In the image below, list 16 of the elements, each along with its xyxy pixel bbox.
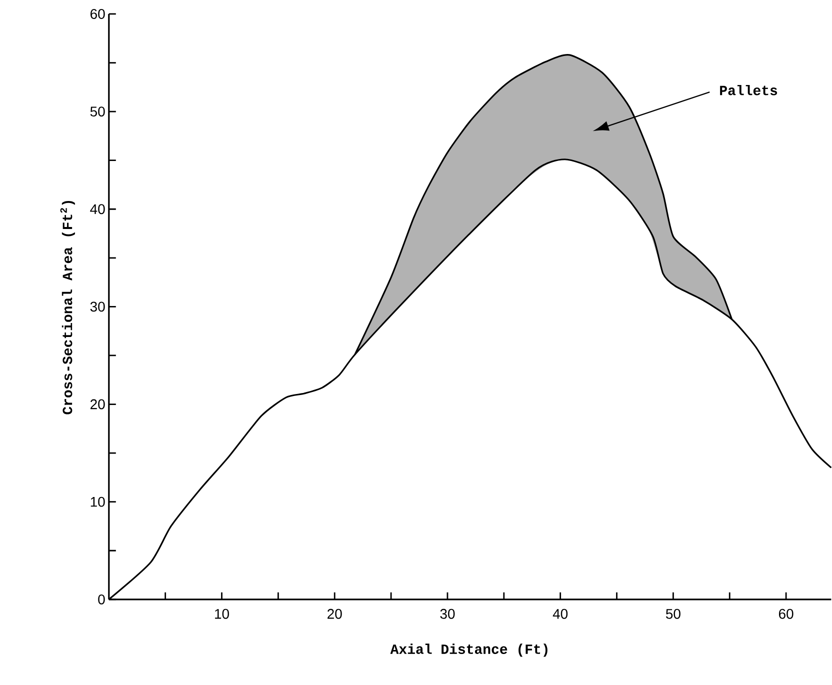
x-axis-title: Axial Distance (Ft): [390, 644, 548, 657]
y-tick-label: 20: [90, 399, 105, 410]
y-axis-title: Cross-Sectional Area (Ft$^{2}$): [60, 200, 75, 414]
y-tick-label: 30: [90, 302, 105, 312]
x-tick-label: 30: [440, 608, 455, 619]
x-tick-label: 20: [328, 608, 342, 619]
y-tick-label: 10: [90, 496, 105, 507]
annotation: Pallets: [720, 84, 778, 96]
y-tick-label: 50: [90, 106, 105, 116]
x-tick-label: 10: [215, 608, 229, 619]
y-tick-label: 0: [98, 594, 105, 604]
y-tick-label: 60: [90, 8, 105, 19]
x-tick-label: 60: [778, 608, 794, 619]
y-tick-label: 40: [90, 204, 105, 214]
x-tick-label: 40: [552, 608, 568, 619]
x-tick-label: 50: [666, 608, 680, 619]
